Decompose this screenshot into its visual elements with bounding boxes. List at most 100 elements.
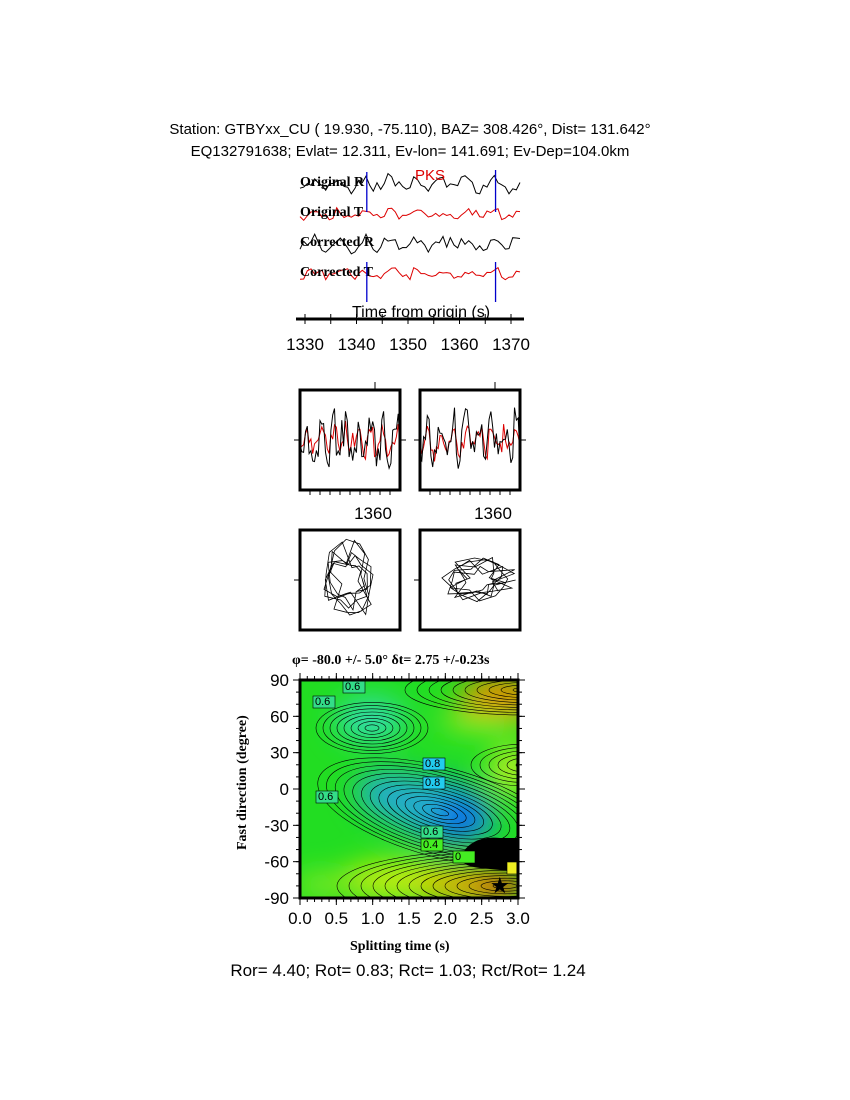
contour-label-bg bbox=[452, 850, 476, 864]
contour-label-bg bbox=[312, 695, 336, 709]
contour-line bbox=[480, 880, 518, 892]
map-ylabel: Fast direction (degree) bbox=[235, 715, 250, 850]
contour-line bbox=[404, 796, 476, 828]
map-xlabel: Splitting time (s) bbox=[350, 939, 450, 954]
y-tick-label: 30 bbox=[270, 744, 289, 763]
station-info: Station: GTBYxx_CU ( 19.930, -75.110), B… bbox=[169, 121, 651, 138]
x-tick-label: 1.5 bbox=[397, 909, 421, 928]
y-tick-label: 90 bbox=[270, 671, 289, 690]
trace-line bbox=[299, 232, 521, 255]
contour-line bbox=[372, 857, 518, 898]
contour-label-bg bbox=[315, 790, 339, 804]
contour-line bbox=[506, 758, 518, 772]
time-tick-label: 1330 bbox=[286, 335, 324, 354]
contour-line bbox=[404, 680, 518, 716]
waveform-black bbox=[419, 407, 521, 469]
contour-line bbox=[317, 757, 518, 867]
contour-line bbox=[422, 803, 458, 821]
trace-line bbox=[299, 206, 521, 222]
contour-line bbox=[350, 718, 394, 738]
waveform-black bbox=[299, 408, 401, 470]
contour-line bbox=[364, 724, 380, 732]
contour-line bbox=[515, 762, 518, 768]
particle-motion-path bbox=[441, 556, 516, 603]
contour-line bbox=[315, 702, 429, 754]
contour-line bbox=[329, 708, 415, 748]
contour-line bbox=[470, 743, 518, 787]
contour-line bbox=[384, 859, 518, 898]
contour-label-bg bbox=[420, 838, 444, 852]
contour-line bbox=[464, 680, 518, 703]
x-tick-label: 1.0 bbox=[361, 909, 385, 928]
contour-line bbox=[357, 721, 387, 735]
trace-label: Original T bbox=[300, 205, 364, 220]
trace-label: Corrected R bbox=[300, 235, 375, 250]
contour-label-bg bbox=[422, 776, 446, 790]
contour-line bbox=[468, 877, 518, 895]
contour-line bbox=[336, 711, 408, 745]
contour-line bbox=[430, 807, 450, 817]
contour-label: 0.8 bbox=[425, 758, 440, 770]
particle-motion-frame bbox=[418, 528, 522, 632]
contour-line bbox=[432, 870, 518, 898]
contour-line bbox=[428, 680, 518, 711]
x-tick-label: 2.5 bbox=[470, 909, 494, 928]
contour-line bbox=[343, 714, 401, 742]
contour-label: 0.6 bbox=[345, 681, 360, 693]
contour-line bbox=[500, 684, 518, 696]
contour-line bbox=[322, 705, 422, 751]
contour-label-bg bbox=[506, 861, 518, 875]
x-tick-label: 3.0 bbox=[506, 909, 530, 928]
phase-label: PKS bbox=[415, 167, 445, 184]
contour-label: 0.6 bbox=[423, 826, 438, 838]
contour-label: 0.6 bbox=[315, 696, 330, 708]
time-tick-label: 1340 bbox=[338, 335, 376, 354]
contour-line bbox=[512, 687, 518, 693]
energy-map: 0.60.60.60.80.80.60.40 bbox=[300, 680, 518, 898]
time-tick-label: 1370 bbox=[492, 335, 530, 354]
contour-label: 0.6 bbox=[318, 791, 333, 803]
contour-line bbox=[479, 747, 518, 783]
contour-line bbox=[360, 854, 518, 898]
particle-motion-panels bbox=[294, 528, 522, 632]
ratio-summary: Ror= 4.40; Rot= 0.83; Rct= 1.03; Rct/Rot… bbox=[230, 961, 586, 980]
contour-line bbox=[497, 754, 518, 776]
contour-line bbox=[488, 750, 518, 780]
contour-line bbox=[476, 680, 518, 701]
trace-line bbox=[299, 172, 521, 195]
trace-label: Corrected T bbox=[300, 265, 374, 280]
contour-line bbox=[408, 864, 518, 898]
contour-line bbox=[348, 851, 518, 898]
y-tick-label: 60 bbox=[270, 707, 289, 726]
y-tick-label: -60 bbox=[264, 853, 289, 872]
contour-line bbox=[326, 761, 518, 863]
contour-line bbox=[456, 875, 518, 897]
waveform-red bbox=[299, 420, 401, 461]
contour-line bbox=[420, 867, 518, 898]
y-tick-label: -30 bbox=[264, 816, 289, 835]
y-tick-label: 0 bbox=[280, 780, 289, 799]
seismogram-traces: Original R Original T Corrected R Corrected… bbox=[286, 167, 530, 354]
best-fit-star-icon bbox=[491, 876, 509, 894]
waveform-tick-label: 1360 bbox=[354, 504, 392, 523]
contour-line bbox=[413, 800, 467, 824]
contour-line bbox=[444, 872, 518, 898]
contour-label: 0.8 bbox=[425, 777, 440, 789]
particle-motion-path bbox=[323, 538, 374, 616]
contour-line bbox=[396, 862, 518, 898]
y-tick-label: -90 bbox=[264, 889, 289, 908]
time-axis-label: Time from origin (s) bbox=[352, 304, 490, 321]
x-tick-label: 0.5 bbox=[325, 909, 349, 928]
contour-label: 0.4 bbox=[423, 839, 438, 851]
contour-line bbox=[336, 849, 518, 898]
waveform-panels: 1360 1360 bbox=[294, 382, 526, 523]
contour-label: 0 bbox=[455, 851, 461, 863]
contour-line bbox=[440, 680, 518, 708]
contour-line bbox=[416, 680, 518, 713]
trace-label: Original R bbox=[300, 175, 365, 190]
event-info: EQ132791638; Evlat= 12.311, Ev-lon= 141.… bbox=[190, 143, 630, 160]
map-title: φ= -80.0 +/- 5.0° δt= 2.75 +/-0.23s bbox=[292, 653, 490, 668]
time-tick-label: 1360 bbox=[441, 335, 479, 354]
x-tick-label: 2.0 bbox=[434, 909, 458, 928]
